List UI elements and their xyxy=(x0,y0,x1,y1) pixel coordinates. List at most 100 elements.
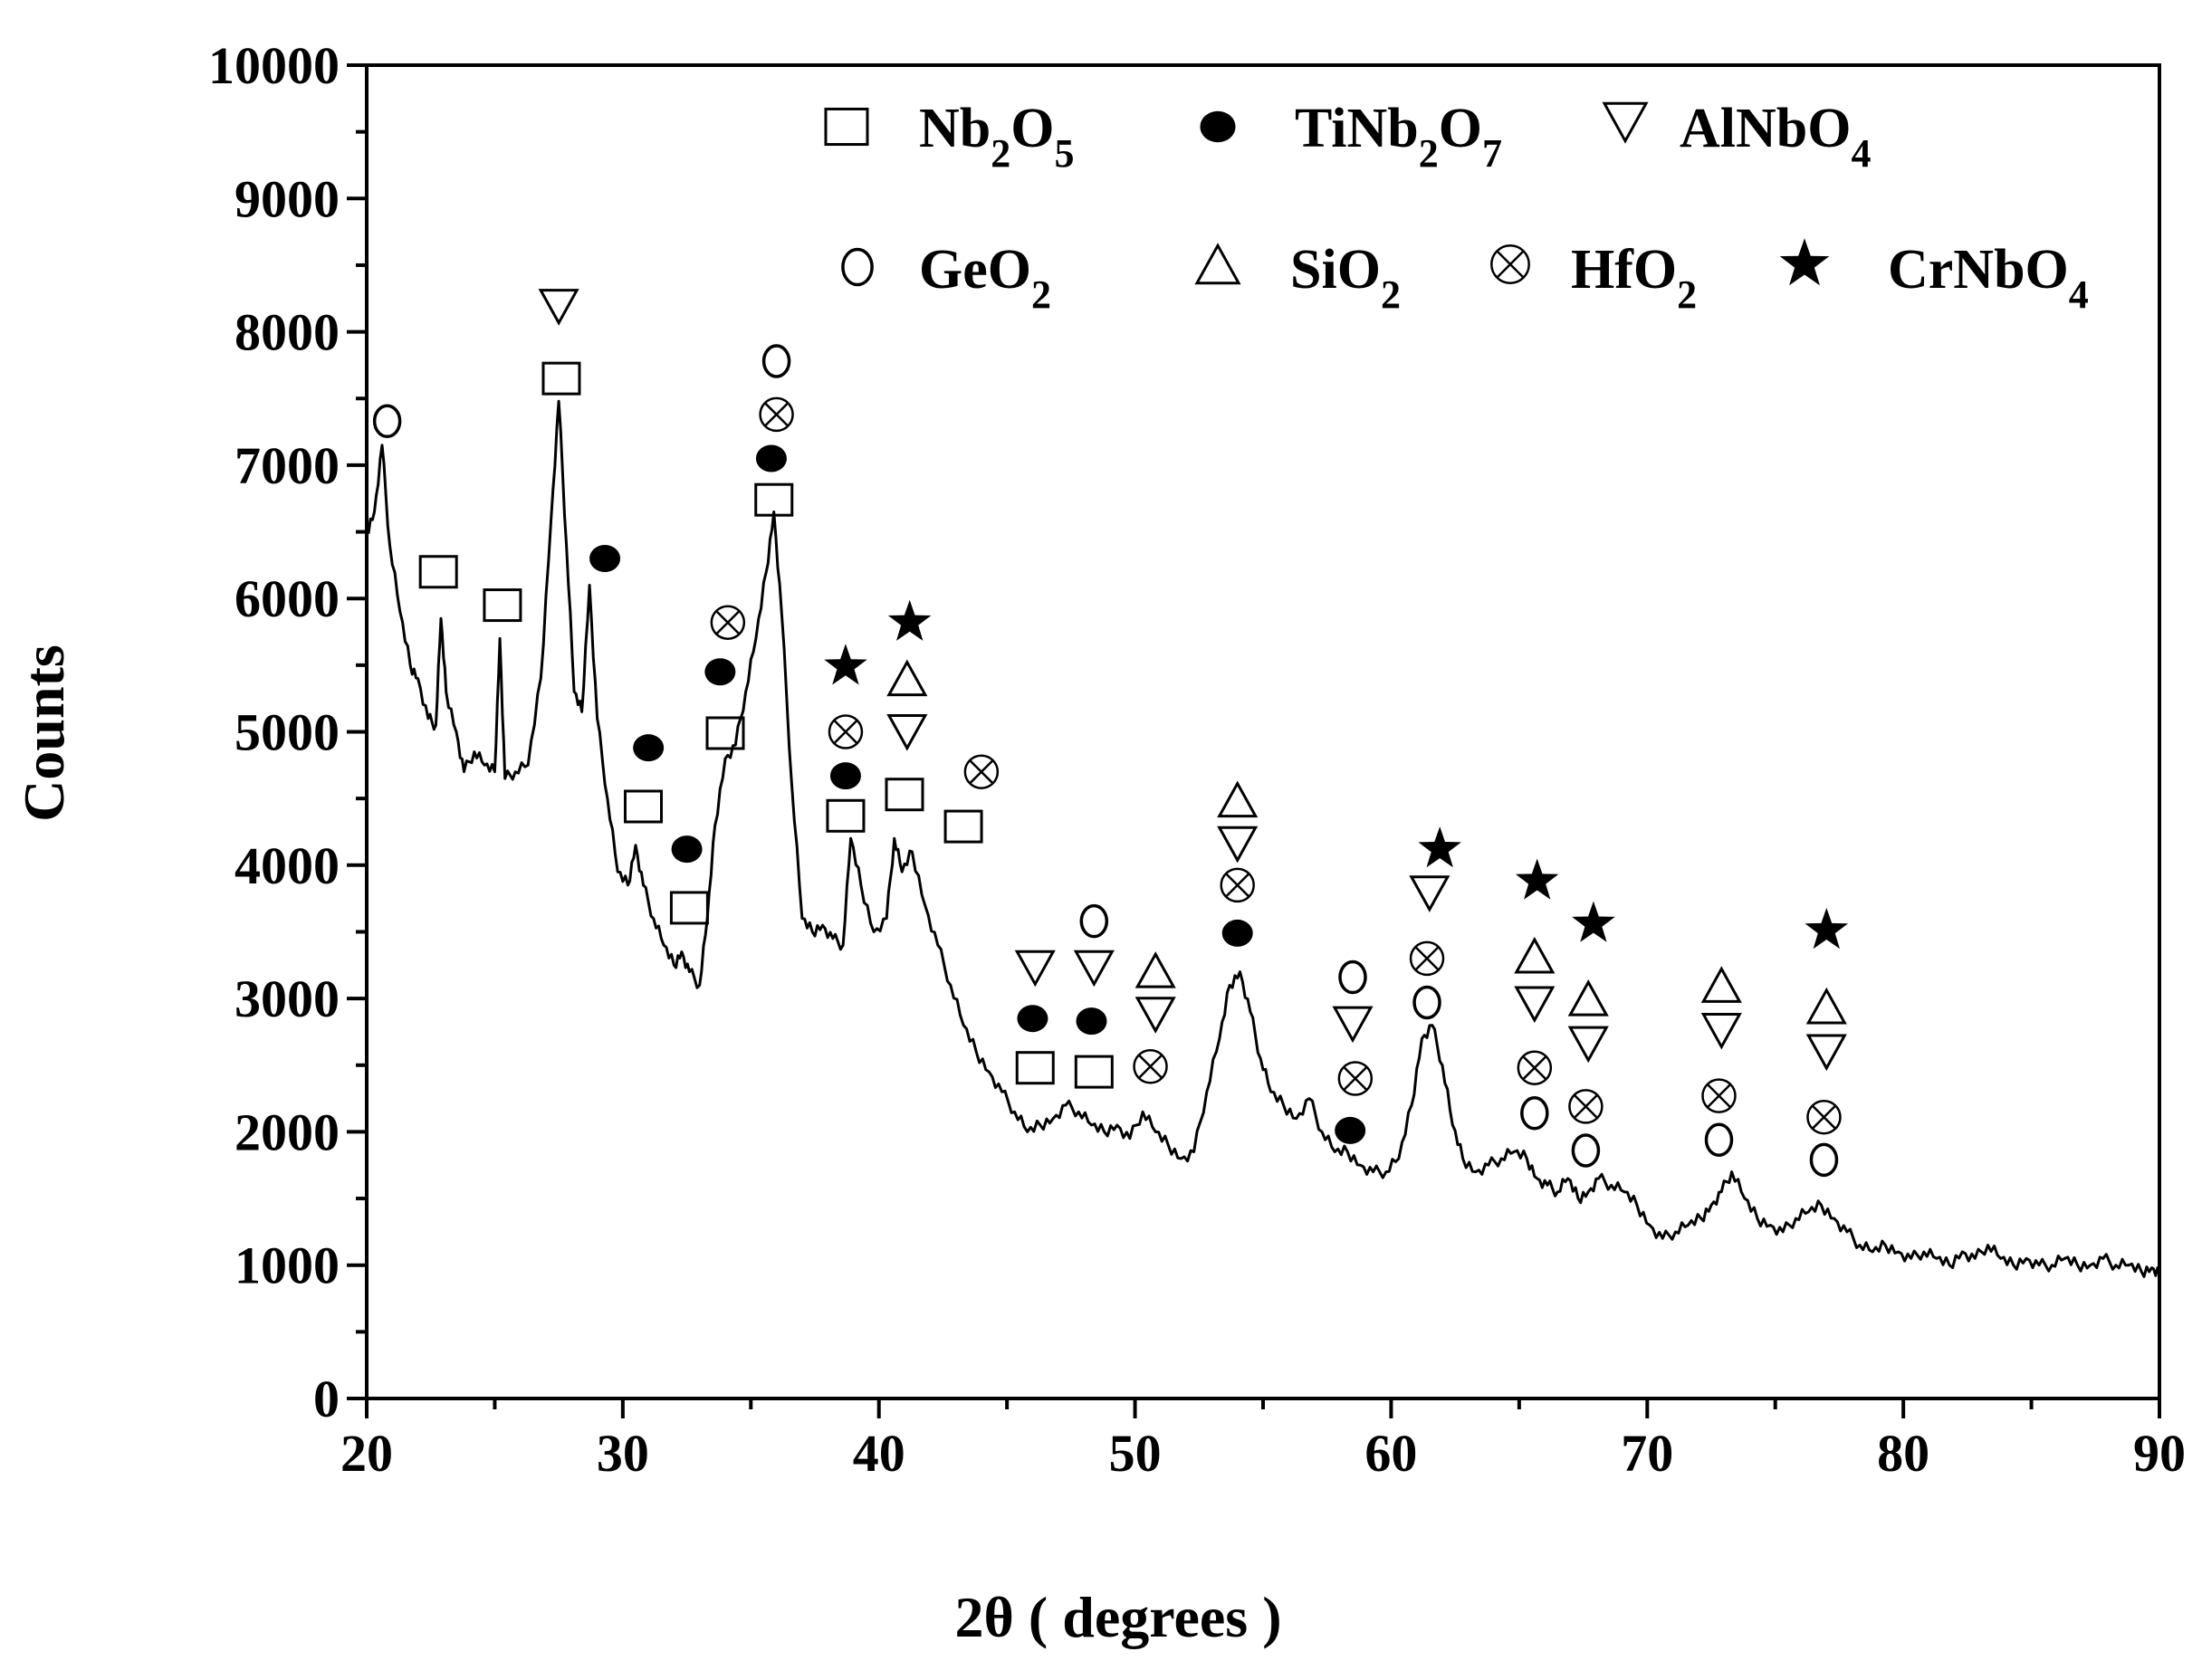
open-down-triangle-marker xyxy=(1602,101,1649,144)
y-tick-label: 7000 xyxy=(235,436,340,495)
x-axis: 20 30 40 50 60 70 80 90 xyxy=(340,1398,2186,1483)
circled-x-marker xyxy=(1806,1099,1842,1135)
open-square-marker xyxy=(885,778,924,812)
open-down-triangle-marker xyxy=(1409,875,1450,912)
open-down-triangle-marker xyxy=(1805,1034,1847,1072)
small-circle-marker xyxy=(1704,1122,1734,1157)
small-circle-marker xyxy=(372,404,402,439)
y-tick-label: 1000 xyxy=(235,1236,340,1295)
circled-x-marker xyxy=(828,714,864,749)
legend-entry: Nb2O5 xyxy=(824,98,1075,176)
phase-annotations xyxy=(372,289,1849,1178)
small-circle-marker xyxy=(1338,959,1367,995)
open-down-triangle-marker xyxy=(1700,1012,1742,1050)
open-square-marker xyxy=(826,798,866,833)
open-up-triangle-marker xyxy=(1194,243,1241,285)
open-square-marker xyxy=(418,555,458,589)
open-square-marker xyxy=(1015,1051,1055,1085)
y-axis-title: Counts xyxy=(12,644,76,822)
open-up-triangle-marker xyxy=(1217,780,1259,818)
circled-x-marker xyxy=(1133,1048,1168,1084)
legend-entry: GeO2 xyxy=(841,239,1051,317)
open-square-marker xyxy=(943,809,983,844)
open-up-triangle-marker xyxy=(1135,951,1176,988)
legend-label: AlNbO4 xyxy=(1680,98,1871,176)
open-down-triangle-marker xyxy=(1332,1006,1374,1044)
filled-circle-marker xyxy=(1017,1005,1048,1033)
legend-entry: AlNbO4 xyxy=(1602,98,1871,176)
filled-circle-marker xyxy=(589,545,621,573)
open-down-triangle-marker xyxy=(886,714,928,751)
open-up-triangle-marker xyxy=(1805,987,1847,1025)
filled-star-marker xyxy=(1572,901,1615,942)
filled-circle-marker xyxy=(1200,110,1236,143)
x-tick-label: 70 xyxy=(1621,1424,1673,1483)
filled-circle-marker xyxy=(1076,1007,1107,1036)
legend-label: TiNb2O7 xyxy=(1295,98,1502,176)
small-circle-marker xyxy=(1571,1133,1601,1168)
filled-circle-marker xyxy=(633,734,665,762)
x-tick-label: 40 xyxy=(853,1424,905,1483)
circled-x-marker xyxy=(1409,940,1445,977)
circled-x-marker xyxy=(710,605,746,640)
open-down-triangle-marker xyxy=(538,289,579,326)
x-tick-label: 80 xyxy=(1877,1424,1929,1483)
filled-circle-marker xyxy=(704,658,736,686)
open-down-triangle-marker xyxy=(1567,1026,1609,1064)
y-axis: 0 1000 2000 3000 4000 5000 6000 7000 8000 9000 100… xyxy=(208,36,367,1428)
filled-circle-marker xyxy=(755,444,787,472)
small-circle-marker xyxy=(1412,985,1441,1020)
filled-circle-marker xyxy=(829,762,861,790)
open-up-triangle-marker xyxy=(1567,979,1609,1017)
small-circle-marker xyxy=(1520,1096,1549,1131)
legend-label: SiO2 xyxy=(1290,239,1401,317)
open-up-triangle-marker xyxy=(1700,966,1742,1003)
open-up-triangle-marker xyxy=(1514,936,1556,974)
open-up-triangle-marker xyxy=(886,659,928,697)
filled-circle-marker xyxy=(1221,919,1253,947)
y-tick-label: 4000 xyxy=(235,836,340,895)
y-tick-label: 9000 xyxy=(235,169,340,228)
open-square-marker xyxy=(824,107,869,147)
legend-label: CrNbO4 xyxy=(1888,239,2089,317)
filled-star-marker xyxy=(1805,908,1849,950)
y-tick-label: 6000 xyxy=(235,569,340,628)
x-tick-label: 60 xyxy=(1364,1424,1417,1483)
filled-circle-marker xyxy=(671,835,703,864)
circled-x-marker xyxy=(963,754,1000,789)
circled-x-marker xyxy=(1568,1089,1604,1124)
open-down-triangle-marker xyxy=(1014,950,1056,988)
filled-star-marker xyxy=(1515,858,1559,900)
circled-x-marker xyxy=(1701,1078,1737,1113)
x-tick-label: 50 xyxy=(1109,1424,1162,1483)
small-circle-marker xyxy=(841,247,874,287)
legend-label: GeO2 xyxy=(919,239,1051,317)
filled-circle-marker xyxy=(1335,1116,1366,1144)
x-tick-label: 30 xyxy=(597,1424,649,1483)
circled-x-marker xyxy=(1220,867,1255,903)
circled-x-marker xyxy=(1517,1050,1553,1085)
circled-x-marker xyxy=(1337,1061,1374,1096)
circled-x-marker xyxy=(1490,244,1530,284)
x-tick-label: 90 xyxy=(2133,1424,2186,1483)
filled-star-marker xyxy=(824,644,867,685)
open-square-marker xyxy=(1074,1055,1114,1089)
open-square-marker xyxy=(669,891,709,925)
legend-entry: HfO2 xyxy=(1490,239,1697,317)
small-circle-marker xyxy=(1809,1142,1839,1178)
filled-star-marker xyxy=(1779,238,1830,286)
open-square-marker xyxy=(623,789,663,824)
open-square-marker xyxy=(705,716,745,750)
y-tick-label: 8000 xyxy=(235,303,340,362)
small-circle-marker xyxy=(761,344,791,378)
small-circle-marker xyxy=(1079,903,1109,939)
open-down-triangle-marker xyxy=(1514,986,1556,1024)
legend-label: Nb2O5 xyxy=(919,98,1075,176)
legend-entry: TiNb2O7 xyxy=(1200,98,1502,176)
open-square-marker xyxy=(483,588,522,623)
y-tick-label: 2000 xyxy=(235,1102,340,1161)
open-down-triangle-marker xyxy=(1073,950,1115,988)
legend-label: HfO2 xyxy=(1571,239,1697,317)
filled-star-marker xyxy=(887,599,932,641)
y-tick-label: 10000 xyxy=(208,36,340,95)
